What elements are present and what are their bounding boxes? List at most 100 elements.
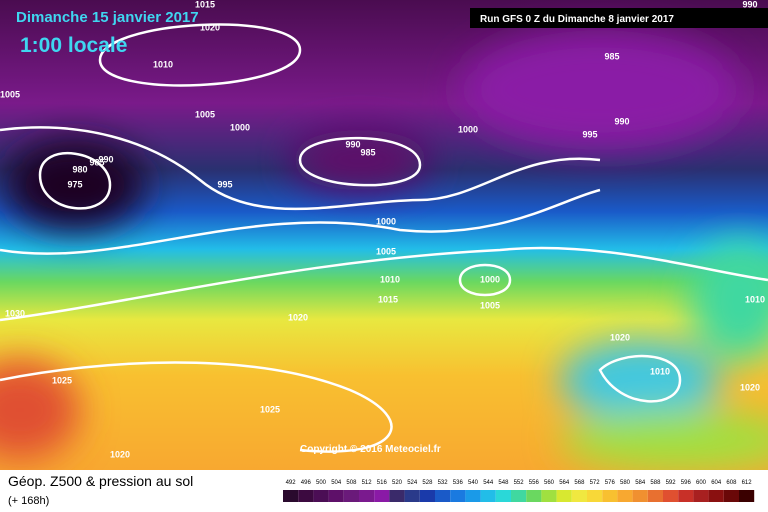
legend-swatch [298,490,314,502]
isobar-label: 1015 [378,294,398,304]
legend-label: 580 [620,480,631,486]
isobar-label: 1005 [376,246,396,256]
isobar-label: 985 [360,147,375,157]
isobar-label: 990 [345,139,360,149]
date: Dimanche 15 janvier 2017 [16,9,199,26]
isobar-label: 1010 [650,366,670,376]
legend-label: 512 [362,480,373,486]
legend-label: 524 [407,480,418,486]
legend-label: 500 [316,480,327,486]
isobar-label: 1025 [52,375,72,385]
legend-label: 552 [514,480,525,486]
legend-label: 504 [331,480,342,486]
legend-swatch [343,490,359,502]
isobar-label: 1010 [153,59,173,69]
isobar-label: 1000 [458,124,478,134]
legend-label: 544 [483,480,494,486]
legend-swatch [283,490,299,502]
isobar-label: 980 [72,164,87,174]
legend-label: 536 [453,480,464,486]
legend-swatch [587,490,603,502]
legend-label: 608 [726,480,737,486]
legend-label: 572 [590,480,601,486]
isobar-label: 1020 [200,22,220,32]
isobar-label: 1020 [610,332,630,342]
isobar-label: 990 [742,0,757,9]
legend-swatch [480,490,496,502]
isobars [0,23,768,453]
legend-label: 520 [392,480,403,486]
isobar-label: 990 [98,154,113,164]
isobar-label: 1000 [480,274,500,284]
isobar-label: 1020 [110,449,130,459]
isobar-label: 995 [217,179,232,189]
legend-swatch [602,490,618,502]
legend-swatch [313,490,329,502]
isobar-label: 975 [67,179,82,189]
legend-label: 560 [544,480,555,486]
legend-swatch [739,490,755,502]
isobar-label: 985 [604,51,619,61]
isobar-label: 990 [614,116,629,126]
legend-swatch [374,490,390,502]
legend-swatch [511,490,527,502]
isobar-label: 1000 [376,216,396,226]
legend-label: 548 [498,480,509,486]
legend-label: 612 [742,480,753,486]
isobar-label: 1025 [260,404,280,414]
legend-swatch [693,490,709,502]
legend-label: 604 [711,480,722,486]
isobar-label: 1005 [195,109,215,119]
legend-swatch [617,490,633,502]
legend-label: 508 [346,480,357,486]
legend-label: 564 [559,480,570,486]
legend-label: 588 [650,480,661,486]
legend-swatch [495,490,511,502]
legend-label: 540 [468,480,479,486]
legend-swatch [389,490,405,502]
legend-label: 532 [438,480,449,486]
legend-swatch [450,490,466,502]
isobar-label: 1005 [480,300,500,310]
legend-label: 496 [301,480,312,486]
legend-label: 528 [422,480,433,486]
time: 1:00 locale [20,34,127,57]
legend-label: 592 [666,480,677,486]
legend-swatch [723,490,739,502]
isobar-label: 1020 [288,312,308,322]
isobar-label: 1020 [740,382,760,392]
legend-swatch [678,490,694,502]
isobar-label: 1010 [380,274,400,284]
legend-swatch [328,490,344,502]
copyright: Copyright © 2016 Meteociel.fr [300,444,441,455]
legend-label: 600 [696,480,707,486]
isobar-label: 1015 [195,0,215,9]
legend-swatch [708,490,724,502]
legend-swatch [435,490,451,502]
legend-swatch [663,490,679,502]
legend-label: 556 [529,480,540,486]
legend-label: 596 [681,480,692,486]
legend-swatch [526,490,542,502]
isobar-label: 985 [89,157,104,167]
legend-swatch [404,490,420,502]
isobar-label: 1010 [745,294,765,304]
legend-label: 492 [286,480,297,486]
legend: 492 496 500 504 508 512 516 520 524 528 532 536 540 5… [283,480,755,502]
legend-swatch [541,490,557,502]
legend-swatch [419,490,435,502]
run: Run GFS 0 Z du Dimanche 8 janvier 2017 [480,14,674,25]
legend-swatch [571,490,587,502]
legend-swatch [647,490,663,502]
isobar-label: 1030 [5,308,25,318]
legend-label: 584 [635,480,646,486]
isobar-label: 995 [582,129,597,139]
legend-label: 568 [574,480,585,486]
footer-lead: (+ 168h) [8,495,49,507]
legend-swatch [632,490,648,502]
isobar-label: 1005 [0,89,20,99]
isobar-label: 1000 [230,122,250,132]
